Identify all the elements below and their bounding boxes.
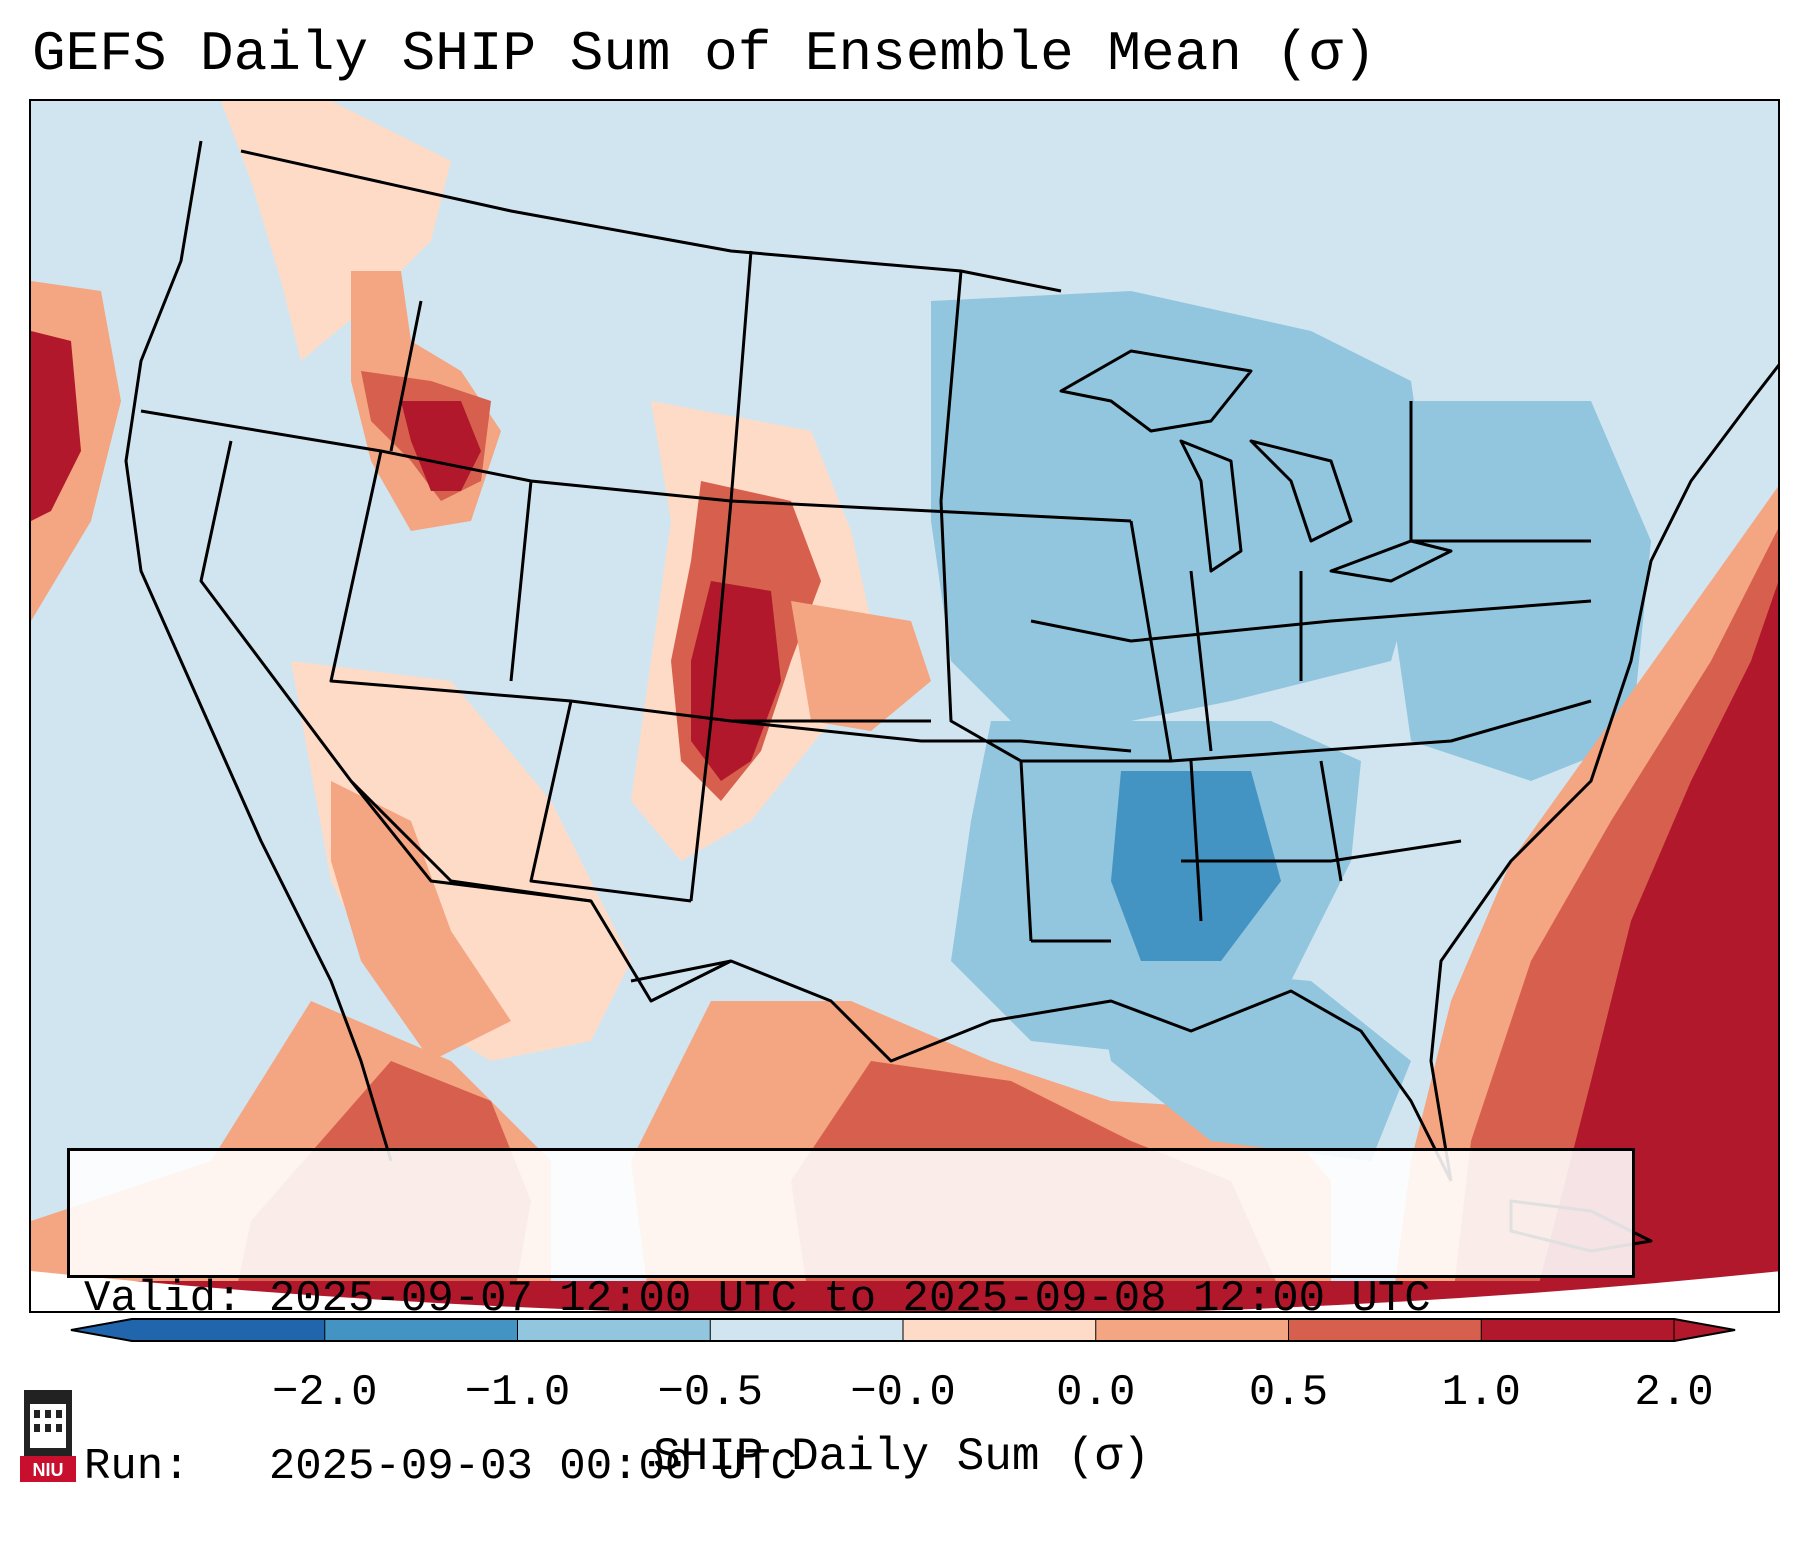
colorbar-tick-label: −1.0 xyxy=(464,1368,571,1418)
chart-title: GEFS Daily SHIP Sum of Ensemble Mean (σ) xyxy=(32,22,1377,86)
niu-logo-text: NIU xyxy=(33,1460,64,1480)
colorbar-extend-high xyxy=(1674,1318,1736,1342)
region-pacific-nw-core xyxy=(31,331,81,521)
boundaries xyxy=(124,140,1778,1253)
colorbar-segment xyxy=(1095,1318,1289,1342)
colorbar-tick-label: 0.0 xyxy=(1056,1368,1136,1418)
colorbar-tick-label: −0.0 xyxy=(850,1368,956,1418)
region-washington-oregon xyxy=(221,101,451,361)
map-panel xyxy=(29,99,1780,1313)
region-upper-midwest xyxy=(931,291,1431,741)
valid-value: 2025-09-07 12:00 UTC to 2025-09-08 12:00… xyxy=(268,1274,1431,1324)
niu-logo-icon: NIU xyxy=(20,1390,76,1482)
run-value: 2025-09-03 00:00 UTC xyxy=(268,1442,797,1492)
region-gulf-blue xyxy=(1091,961,1411,1161)
colorbar-label: SHIP Daily Sum (σ) xyxy=(653,1431,1150,1483)
state-lines-west xyxy=(140,250,1132,903)
region-front-range-peak xyxy=(691,581,781,781)
niu-logo: NIU xyxy=(20,1390,76,1482)
run-label: Run: xyxy=(84,1442,190,1492)
region-ms-al-core xyxy=(1111,771,1281,961)
region-atlantic-core xyxy=(1532,582,1778,1311)
canada-border xyxy=(240,149,1062,293)
anomaly-shading xyxy=(31,101,1778,1311)
run-row: Run: 2025-09-03 00:00 UTC xyxy=(84,1439,1618,1495)
mexico-border xyxy=(349,779,732,1003)
valid-row: Valid: 2025-09-07 12:00 UTC to 2025-09-0… xyxy=(84,1271,1618,1327)
region-kansas-panhandle xyxy=(791,601,931,731)
colorbar-segment xyxy=(903,1318,1097,1342)
region-east-coast xyxy=(1391,401,1651,781)
valid-label: Valid: xyxy=(84,1274,243,1324)
east-coast xyxy=(1429,363,1778,1182)
colorbar-segment xyxy=(132,1318,326,1342)
colorbar-tick-label: −0.5 xyxy=(657,1368,764,1418)
colorbar-segment xyxy=(1481,1318,1675,1342)
colorbar-segment xyxy=(1288,1318,1482,1342)
colorbar-extend-low xyxy=(70,1318,132,1342)
colorbar-outline xyxy=(70,1318,1736,1342)
colorbar-tick-label: 0.5 xyxy=(1248,1368,1329,1418)
valid-run-box: Valid: 2025-09-07 12:00 UTC to 2025-09-0… xyxy=(67,1148,1635,1492)
colorbar-tick-label: 2.0 xyxy=(1634,1368,1714,1418)
gulf-coast xyxy=(630,959,1453,1182)
colorbar-segment xyxy=(324,1318,518,1342)
colorbar-segment xyxy=(517,1318,711,1342)
colorbar xyxy=(70,1318,1736,1342)
region-sonora xyxy=(331,781,511,1061)
great-lakes xyxy=(1059,349,1453,583)
colorbar-tick-label: 1.0 xyxy=(1441,1368,1521,1418)
state-lines-central xyxy=(939,401,1592,943)
projection-edge xyxy=(31,1271,1778,1311)
colorbar-segment xyxy=(710,1318,904,1342)
colorbar-tick-label: −2.0 xyxy=(271,1368,378,1418)
map-svg xyxy=(31,101,1778,1311)
west-coast xyxy=(124,140,393,1162)
